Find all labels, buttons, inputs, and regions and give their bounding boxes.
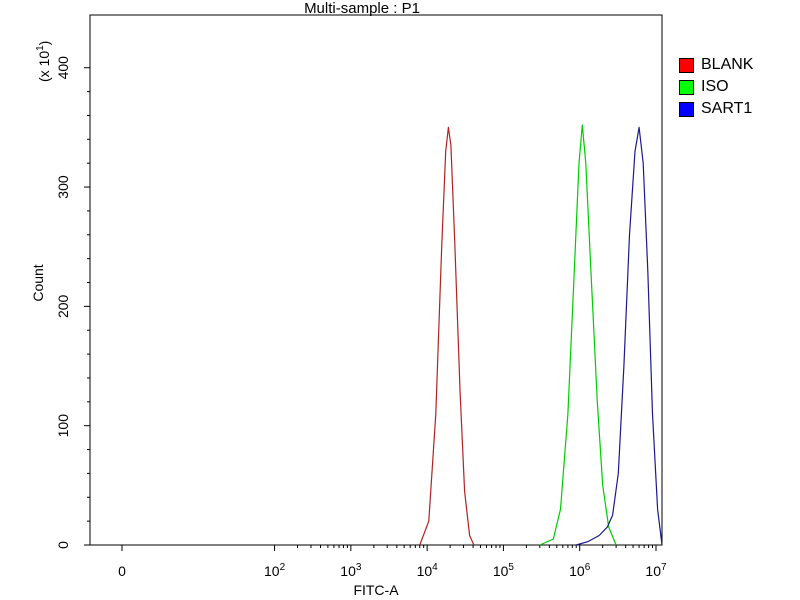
- x-tick-exponent: 7: [661, 562, 667, 573]
- y-tick-label: 100: [55, 414, 71, 438]
- x-tick-label: 106: [569, 562, 591, 579]
- y-multiplier-label: (x 101): [35, 41, 52, 82]
- legend-label-sart1: SART1: [701, 100, 753, 117]
- y-multiplier-text: (x 10: [36, 51, 52, 82]
- y-tick-label-group: 200: [55, 294, 71, 318]
- x-tick-base: 10: [645, 563, 661, 579]
- x-tick-base: 10: [340, 563, 356, 579]
- x-tick-label: 102: [264, 562, 286, 579]
- legend-swatch-iso: [679, 79, 694, 95]
- y-tick-label: 300: [55, 175, 71, 199]
- legend-item-blank: BLANK: [679, 54, 753, 76]
- x-tick-label: 107: [645, 562, 667, 579]
- svg-text:(x 101): (x 101): [35, 41, 52, 82]
- x-tick-label: 103: [340, 562, 362, 579]
- legend-label-blank: BLANK: [701, 56, 754, 73]
- series-line-iso: [539, 124, 617, 546]
- series-line-sart1: [576, 126, 663, 546]
- y-multiplier-exponent: 1: [35, 45, 46, 51]
- x-tick-exponent: 6: [585, 562, 591, 573]
- y-tick-label-group: 100: [55, 414, 71, 438]
- legend-item-sart1: SART1: [679, 98, 753, 120]
- legend-swatch-blank: [679, 57, 694, 73]
- x-tick-base: 0: [118, 563, 126, 579]
- x-tick-exponent: 5: [508, 562, 514, 573]
- x-tick-exponent: 3: [356, 562, 362, 573]
- x-tick-base: 10: [417, 563, 433, 579]
- y-tick-label-group: 400: [55, 56, 71, 80]
- legend: BLANK ISO SART1: [679, 54, 753, 120]
- x-tick-exponent: 2: [280, 562, 286, 573]
- x-tick-label: 0: [118, 563, 126, 579]
- legend-label-iso: ISO: [701, 78, 729, 95]
- y-axis-title-text: Count: [30, 264, 46, 301]
- x-tick-base: 10: [569, 563, 585, 579]
- x-axis-title: FITC-A: [353, 582, 399, 598]
- legend-swatch-sart1: [679, 101, 694, 117]
- y-multiplier-close: ): [36, 41, 52, 46]
- series-line-blank: [419, 126, 475, 546]
- plot-frame: [89, 14, 663, 546]
- x-tick-base: 10: [264, 563, 280, 579]
- legend-item-iso: ISO: [679, 76, 753, 98]
- y-tick-label: 400: [55, 56, 71, 80]
- y-axis-title: Count: [30, 264, 46, 301]
- y-tick-label-group: 300: [55, 175, 71, 199]
- y-tick-label-group: 0: [55, 541, 71, 549]
- x-tick-base: 10: [493, 563, 509, 579]
- y-tick-label: 200: [55, 294, 71, 318]
- y-tick-label: 0: [55, 541, 71, 549]
- x-tick-exponent: 4: [432, 562, 438, 573]
- x-tick-label: 104: [417, 562, 439, 579]
- x-tick-label: 105: [493, 562, 515, 579]
- chart-title: Multi-sample : P1: [304, 0, 420, 17]
